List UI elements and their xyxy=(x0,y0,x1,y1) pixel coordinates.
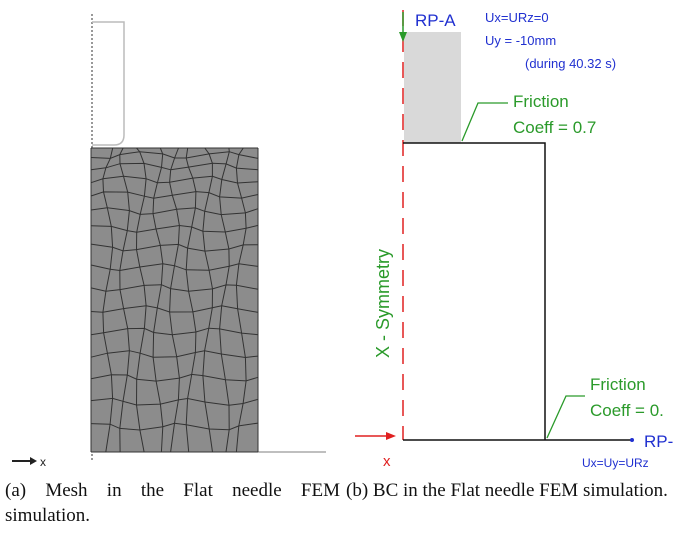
load-arrowhead xyxy=(399,32,407,42)
axis-label: x xyxy=(383,453,391,470)
label: Friction xyxy=(513,92,569,111)
label: Friction xyxy=(590,375,646,394)
mesh-line xyxy=(90,350,259,359)
mesh-line xyxy=(90,305,259,313)
axis-label: x xyxy=(40,455,46,469)
mesh-body xyxy=(91,148,258,452)
needle-outline xyxy=(92,21,125,146)
label: Coeff = 0. xyxy=(590,401,664,420)
needle xyxy=(404,32,461,143)
reference-point xyxy=(630,438,634,442)
label: RP-A xyxy=(415,11,456,30)
label: Ux=Uy=URz xyxy=(582,456,649,470)
mesh-line xyxy=(90,422,259,431)
label: Uy = -10mm xyxy=(485,33,556,48)
mesh-line xyxy=(90,207,259,216)
friction-leader xyxy=(546,395,585,439)
caption: (a) Mesh in the Flat needle FEM simulati… xyxy=(5,480,340,526)
mesh-line xyxy=(90,327,259,336)
mesh-line xyxy=(90,175,259,184)
mesh-panel xyxy=(90,14,326,462)
label: RP- xyxy=(644,432,673,451)
caption: (b) BC in the Flat needle FEM simulation… xyxy=(346,480,668,501)
axis-arrowhead xyxy=(386,432,396,440)
label: X - Symmetry xyxy=(373,249,393,358)
label: (during 40.32 s) xyxy=(525,56,616,71)
mesh-line xyxy=(90,191,259,199)
mesh-line xyxy=(90,263,259,272)
axis-arrowhead xyxy=(30,457,37,465)
specimen-outline xyxy=(403,142,632,441)
mesh-line xyxy=(90,397,259,406)
mesh-line xyxy=(90,162,259,171)
mesh-line xyxy=(90,284,259,292)
label: Coeff = 0.7 xyxy=(513,118,596,137)
mesh-line xyxy=(90,224,259,233)
figure: x RP-A Ux=URz=0 Uy = -10mm (during 40.32… xyxy=(12,10,673,470)
friction-leader xyxy=(461,102,508,142)
mesh-line xyxy=(90,243,259,252)
mesh-line xyxy=(90,151,259,159)
mesh-line xyxy=(90,373,259,382)
label: Ux=URz=0 xyxy=(485,10,549,25)
